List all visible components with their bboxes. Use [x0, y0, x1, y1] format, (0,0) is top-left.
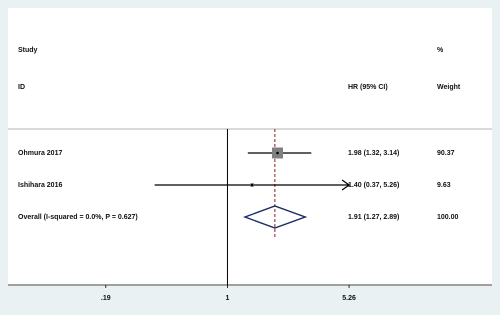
- study-label: Ohmura 2017: [18, 150, 62, 157]
- overall-diamond: [242, 205, 308, 229]
- header-study: Study: [18, 47, 38, 54]
- header-weight: Weight: [437, 84, 461, 91]
- header-id: ID: [18, 84, 25, 91]
- point-estimate: [250, 183, 254, 187]
- effect-label: 1.40 (0.37, 5.26): [348, 182, 399, 189]
- point-estimate: [276, 151, 279, 155]
- x-tick-label: 1: [226, 295, 230, 302]
- weight-label: 9.63: [437, 182, 451, 189]
- weight-label: 90.37: [437, 150, 455, 157]
- x-tick-label: .19: [101, 295, 111, 302]
- effect-label: 1.98 (1.32, 3.14): [348, 150, 399, 157]
- plot-panel: [8, 8, 492, 286]
- x-tick-label: 5.26: [342, 295, 356, 302]
- ci-arrow: [341, 179, 351, 191]
- header-pct: %: [437, 47, 444, 54]
- header-effect: HR (95% CI): [348, 84, 388, 91]
- study-label: Ishihara 2016: [18, 182, 62, 189]
- weight-label: 100.00: [437, 214, 459, 221]
- effect-label: 1.91 (1.27, 2.89): [348, 214, 399, 221]
- overall-label: Overall (I-squared = 0.0%, P = 0.627): [18, 214, 138, 221]
